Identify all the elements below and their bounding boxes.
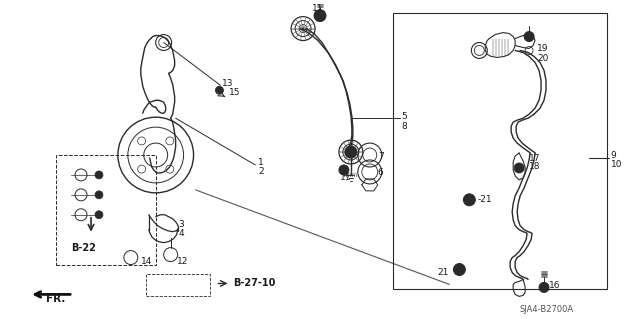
Text: 5: 5	[402, 112, 408, 121]
Circle shape	[95, 191, 103, 199]
Text: 9: 9	[611, 151, 616, 160]
Bar	[146, 274, 211, 296]
Text: 20: 20	[537, 54, 548, 63]
Circle shape	[314, 10, 326, 22]
Circle shape	[339, 165, 349, 175]
Bar	[393, 13, 607, 289]
Text: 14: 14	[141, 257, 152, 266]
Text: 3: 3	[179, 220, 184, 229]
Text: 11: 11	[340, 174, 351, 182]
Text: 11: 11	[312, 4, 324, 13]
Text: 15: 15	[229, 88, 241, 97]
Text: -21: -21	[477, 195, 492, 204]
Text: 2: 2	[259, 167, 264, 176]
Text: FR.: FR.	[47, 294, 66, 304]
Text: 16: 16	[549, 281, 561, 290]
Text: 19: 19	[537, 44, 548, 53]
Text: 1: 1	[259, 159, 264, 167]
Circle shape	[95, 171, 103, 179]
Text: 8: 8	[402, 122, 408, 131]
Circle shape	[453, 263, 465, 276]
Text: 7: 7	[378, 152, 383, 160]
Circle shape	[345, 146, 357, 158]
Circle shape	[514, 163, 524, 173]
Text: 18: 18	[529, 162, 541, 172]
Text: 4: 4	[179, 229, 184, 238]
Text: 6: 6	[378, 168, 383, 177]
Text: SJA4-B2700A: SJA4-B2700A	[519, 305, 573, 314]
Circle shape	[463, 194, 476, 206]
Circle shape	[539, 282, 549, 293]
Circle shape	[524, 32, 534, 41]
Text: B-27-10: B-27-10	[234, 278, 276, 288]
Circle shape	[95, 211, 103, 219]
Text: 10: 10	[611, 160, 622, 169]
Text: 21: 21	[438, 268, 449, 277]
Text: 17: 17	[529, 153, 541, 162]
Text: B-22: B-22	[71, 243, 96, 253]
Text: 13: 13	[223, 79, 234, 88]
Circle shape	[216, 86, 223, 94]
Text: 12: 12	[177, 257, 188, 266]
Bar	[56, 155, 156, 264]
